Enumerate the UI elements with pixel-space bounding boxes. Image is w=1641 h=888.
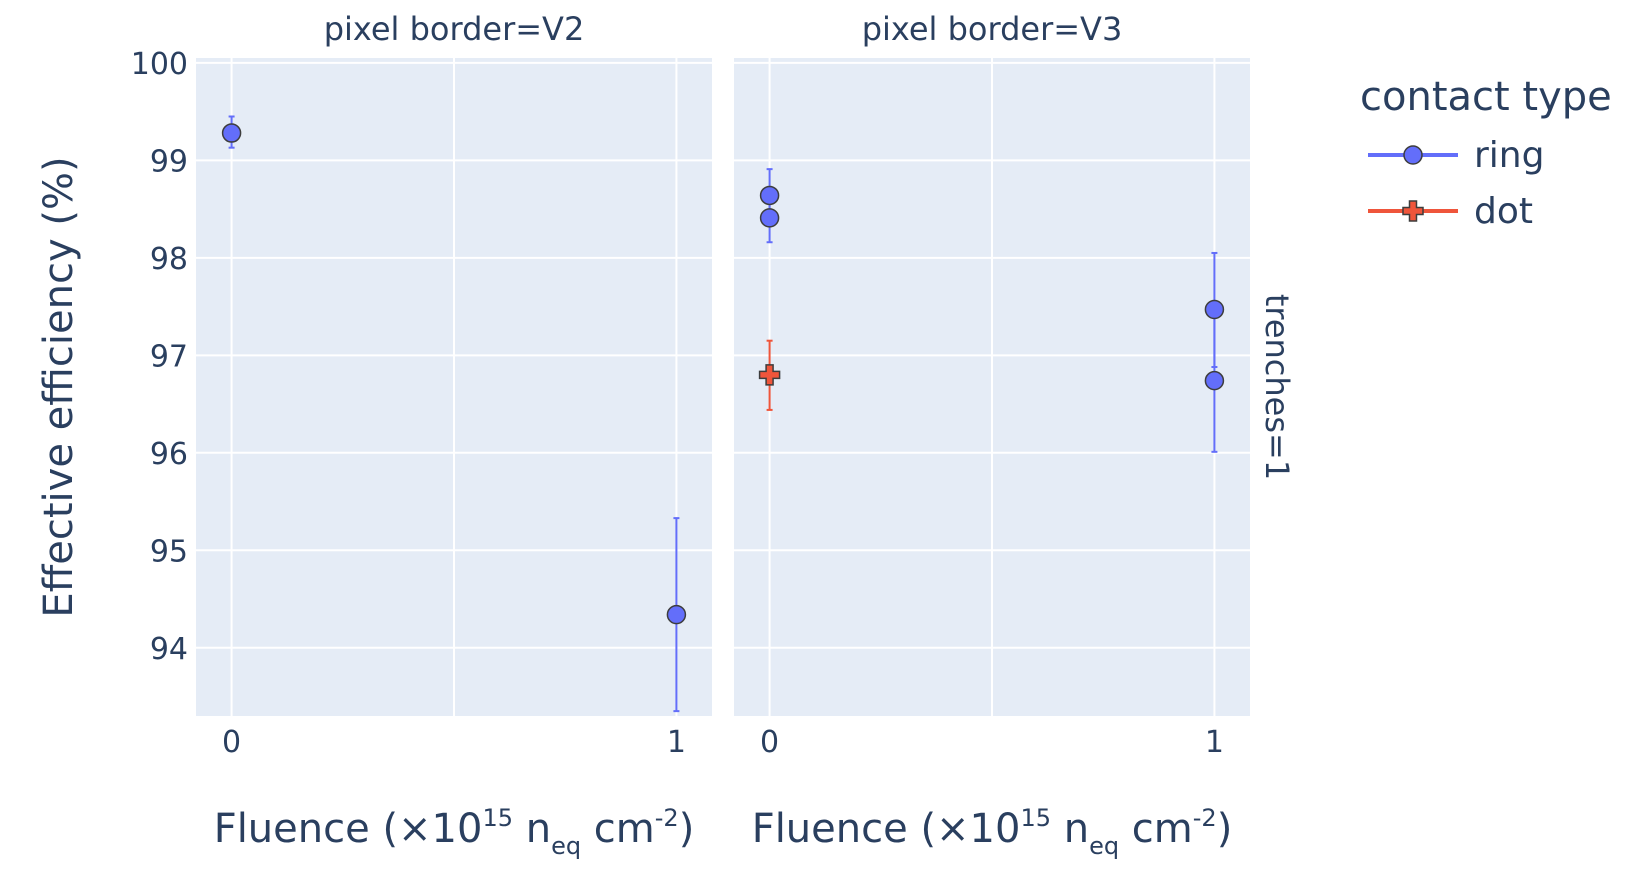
y-axis-title: Effective efficiency (%) — [36, 156, 82, 617]
x-axis-title-part: -2 — [655, 804, 679, 832]
panel-title: pixel border=V3 — [862, 10, 1123, 48]
y-tick-label: 100 — [131, 47, 188, 82]
x-axis-title-part: eq — [551, 832, 581, 860]
y-tick-label: 97 — [150, 339, 188, 374]
y-tick-label: 95 — [150, 534, 188, 569]
data-point-ring — [221, 123, 242, 143]
legend: contact type ring dot — [1360, 74, 1612, 232]
data-point-dot — [758, 364, 781, 386]
data-point-ring — [1204, 370, 1225, 391]
x-tick-label: 1 — [1205, 725, 1224, 760]
legend-item-dot: dot — [1368, 191, 1533, 232]
x-axis-title-part: n — [1051, 806, 1089, 852]
y-axis: 94 95 96 97 98 99 100 — [131, 47, 188, 667]
x-axis-title: Fluence (×1015 neq cm-2) — [752, 804, 1233, 860]
legend-item-ring: ring — [1368, 135, 1544, 176]
row-facet-label: trenches=1 — [1258, 294, 1296, 480]
legend-title: contact type — [1360, 74, 1612, 120]
panel-2: pixel border=V3 0 1 — [734, 10, 1250, 760]
x-axis-title-part: cm — [1119, 806, 1193, 852]
x-axis-title-part: 15 — [1020, 804, 1051, 832]
x-axis-title-part: Fluence (×10 — [752, 806, 1021, 852]
x-axis-title-part: n — [513, 806, 551, 852]
y-tick-label: 98 — [150, 242, 188, 277]
x-axis-title-part: -2 — [1193, 804, 1217, 832]
x-tick-label: 0 — [760, 725, 779, 760]
x-axis-title-part: ) — [679, 806, 695, 852]
x-axis-title: Fluence (×1015 neq cm-2) — [214, 804, 695, 860]
legend-label: dot — [1474, 191, 1533, 232]
legend-label: ring — [1474, 135, 1544, 176]
panels-layer: pixel border=V2 0 1 pixel border=V3 0 1 — [196, 10, 1250, 760]
x-axis-titles: Fluence (×1015 neq cm-2) Fluence (×1015 n… — [214, 804, 1233, 860]
x-axis-title-part: 15 — [482, 804, 513, 832]
data-point-ring — [666, 604, 687, 625]
x-axis-title-part: eq — [1089, 832, 1119, 860]
data-point-ring — [1204, 299, 1225, 320]
x-tick-label: 1 — [667, 725, 686, 760]
legend-marker — [1403, 145, 1423, 165]
series-dot — [758, 339, 781, 411]
data-point-ring — [759, 185, 780, 206]
y-tick-label: 96 — [150, 437, 188, 472]
legend-marker — [1402, 200, 1424, 222]
x-axis-title-part: ) — [1217, 806, 1233, 852]
series-ring — [759, 168, 1225, 453]
y-tick-label: 94 — [150, 632, 188, 667]
x-axis-title-part: Fluence (×10 — [214, 806, 483, 852]
panel-title: pixel border=V2 — [324, 10, 585, 48]
x-axis-title-part: cm — [581, 806, 655, 852]
data-point-ring — [759, 208, 780, 228]
series-ring — [221, 115, 687, 713]
panel-1: pixel border=V2 0 1 — [196, 10, 712, 760]
y-tick-label: 99 — [150, 144, 188, 179]
x-tick-label: 0 — [222, 725, 241, 760]
